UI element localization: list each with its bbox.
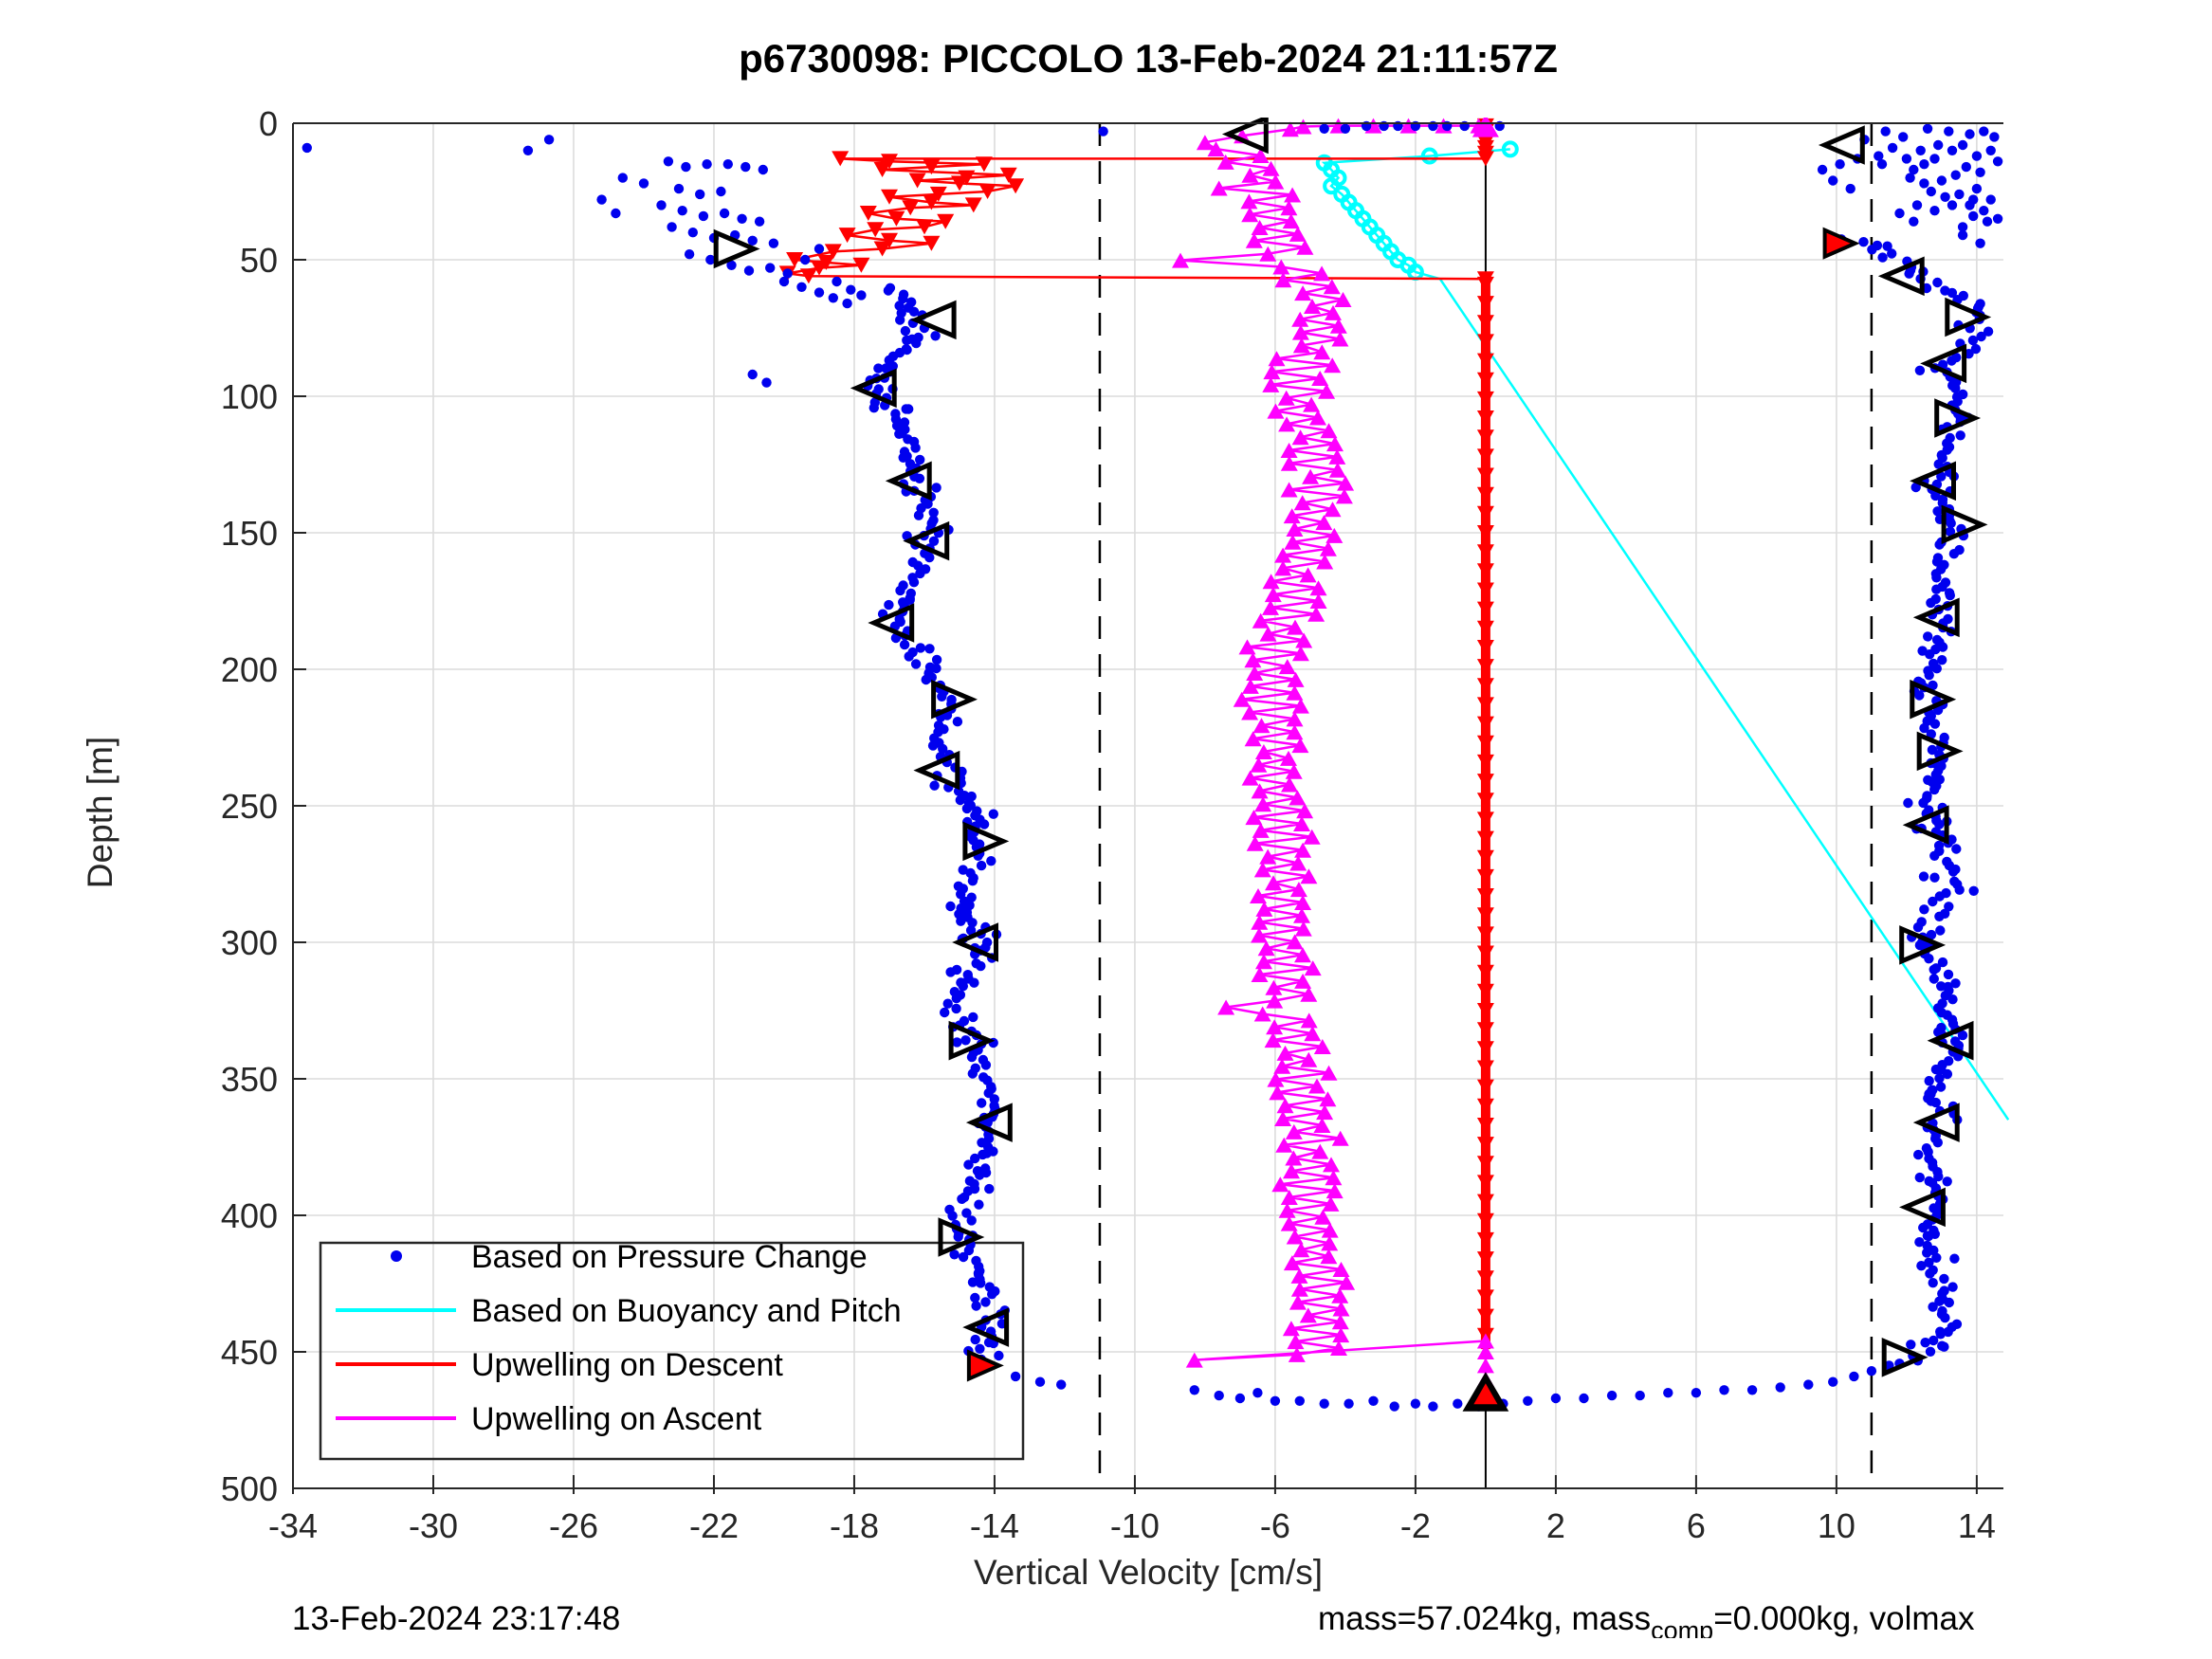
x-tick-label: -22 xyxy=(689,1506,739,1545)
y-tick-label: 350 xyxy=(221,1060,278,1099)
y-tick-label: 400 xyxy=(221,1196,278,1235)
y-tick-label: 450 xyxy=(221,1333,278,1372)
legend-swatch-dot xyxy=(391,1250,402,1262)
x-tick-label: 2 xyxy=(1546,1506,1565,1545)
x-tick-label: -10 xyxy=(1110,1506,1160,1545)
axes: -34 -30 -26 -22 -18 -14 -10 -6 -2 2 6 10 14050100150… xyxy=(221,104,2003,1545)
legend-item-label: Upwelling on Ascent xyxy=(471,1401,762,1437)
timestamp-label: 13-Feb-2024 23:17:48 xyxy=(292,1600,621,1637)
upwelling-descent-series xyxy=(778,118,1494,1350)
mass-info-label: mass=57.024kg, masscomp=0.000kg, volmax xyxy=(1318,1600,2212,1638)
y-tick-label: 100 xyxy=(221,377,278,416)
legend-box xyxy=(319,1241,1025,1461)
x-axis-label: Vertical Velocity [cm/s] xyxy=(973,1553,1324,1592)
x-tick-label: -14 xyxy=(970,1506,1019,1545)
x-tick-label: 10 xyxy=(1818,1506,1856,1545)
upwelling-ascent-series xyxy=(1172,118,1499,1387)
y-tick-label: 200 xyxy=(221,650,278,689)
x-tick-label: -2 xyxy=(1400,1506,1431,1545)
buoyancy-pitch-series xyxy=(1315,140,2009,1121)
y-tick-label: 50 xyxy=(240,241,278,280)
legend-item-label: Based on Pressure Change xyxy=(471,1239,868,1275)
x-tick-label: -30 xyxy=(409,1506,458,1545)
data-layers xyxy=(302,118,2009,1412)
x-tick-label: -26 xyxy=(549,1506,598,1545)
legend-item-label: Based on Buoyancy and Pitch xyxy=(471,1293,902,1329)
mass-text-post: =0.000kg, volmax xyxy=(1713,1600,1975,1637)
pressure-change-series xyxy=(302,120,2003,1412)
direction-marker-series xyxy=(713,118,1992,1412)
y-tick-label: 150 xyxy=(221,514,278,553)
page-title: p6730098: PICCOLO 13-Feb-2024 21:11:57Z xyxy=(739,36,1558,81)
grid-lines xyxy=(292,122,2003,1489)
x-tick-label: -18 xyxy=(830,1506,879,1545)
mass-text-subscript: comp xyxy=(1651,1616,1714,1638)
y-tick-label: 300 xyxy=(221,923,278,962)
legend-item-label: Upwelling on Descent xyxy=(471,1347,783,1383)
x-tick-label: -6 xyxy=(1260,1506,1290,1545)
waypoint-marker-series xyxy=(966,227,1860,1409)
x-tick-label: -34 xyxy=(268,1506,318,1545)
y-axis-label: Depth [m] xyxy=(81,736,119,889)
mass-text-pre: mass=57.024kg, mass xyxy=(1318,1600,1652,1637)
y-tick-label: 500 xyxy=(221,1469,278,1508)
y-tick-label: 250 xyxy=(221,787,278,826)
x-tick-label: 14 xyxy=(1958,1506,1996,1545)
legend: Based on Pressure Change Based on Buoyanc… xyxy=(319,1239,1025,1461)
y-tick-label: 0 xyxy=(259,104,278,143)
x-tick-label: 6 xyxy=(1687,1506,1706,1545)
